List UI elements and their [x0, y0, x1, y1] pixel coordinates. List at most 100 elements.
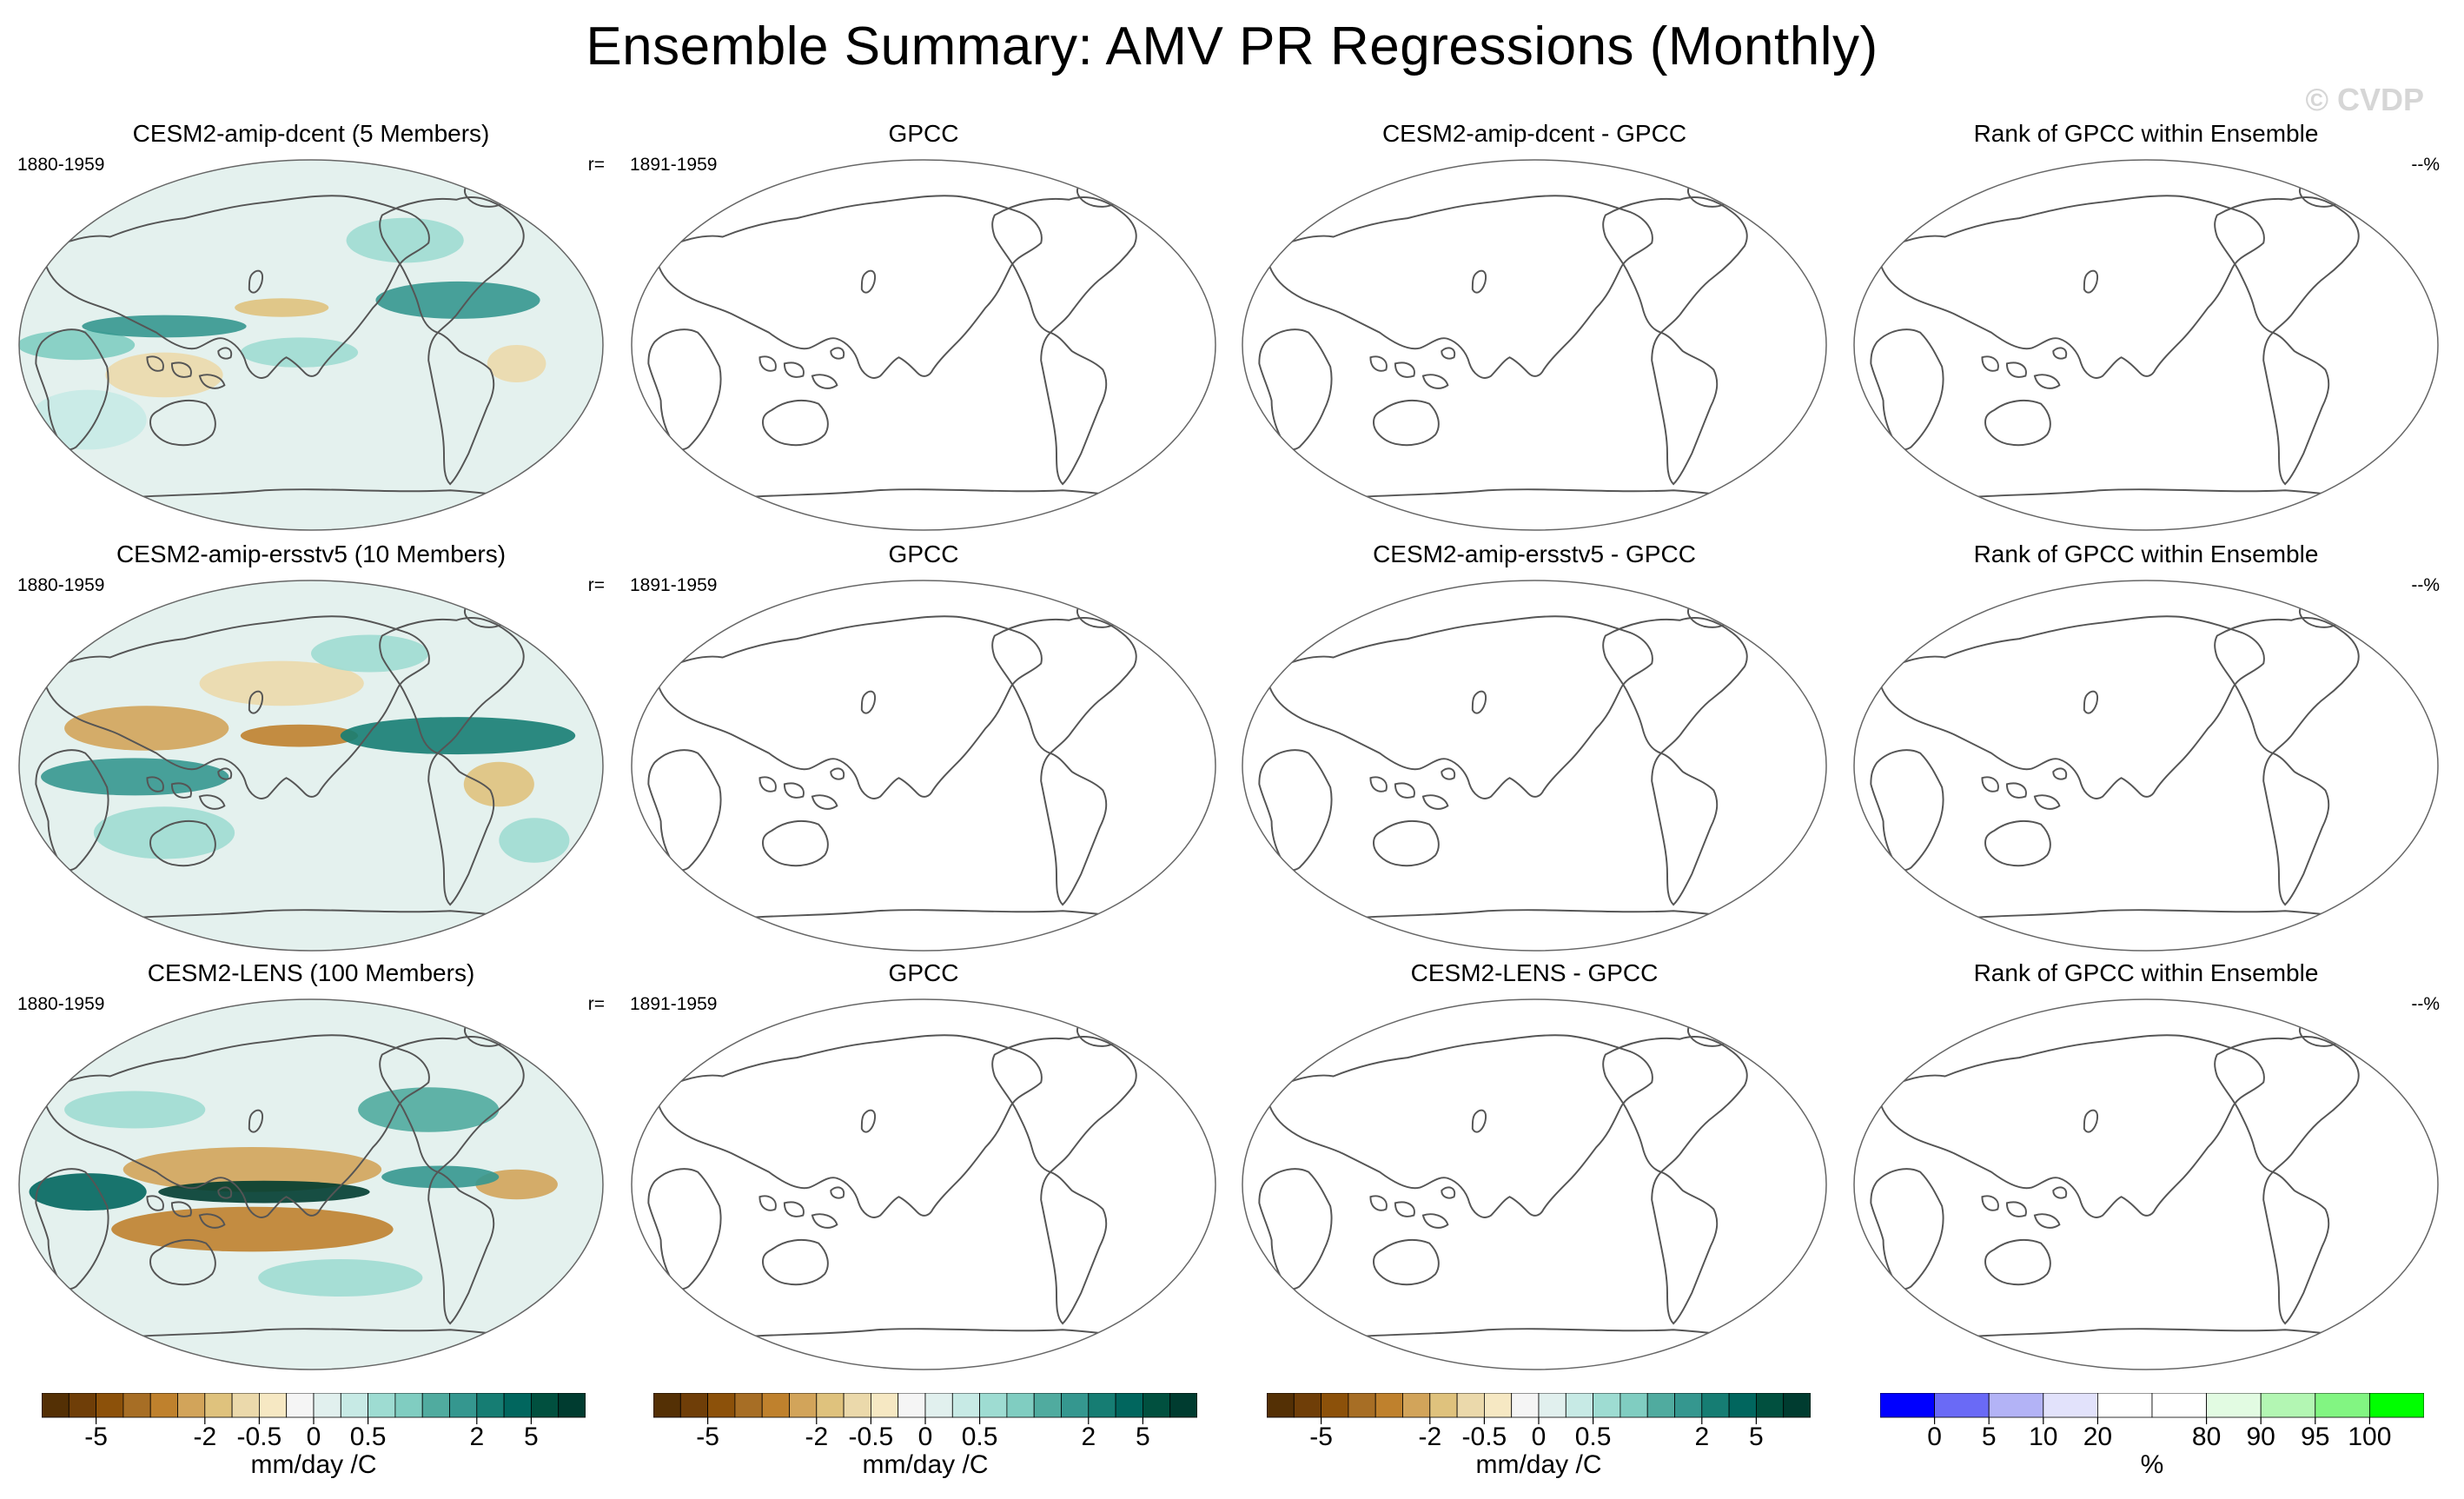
regression-map-filled	[18, 159, 604, 531]
panel-years: 1880-1959	[17, 994, 105, 1014]
precip-anomaly-region	[258, 1259, 423, 1297]
colorbar-tick-label: 5	[1749, 1423, 1764, 1451]
panel-title-model: CESM2-amip-ersstv5 (10 Members)	[116, 541, 507, 567]
colorbar-swatch	[2096, 1393, 2153, 1418]
colorbar-swatch	[1593, 1393, 1621, 1418]
panel-years: 1891-1959	[630, 155, 718, 175]
colorbar-swatch	[707, 1393, 736, 1418]
precip-anomaly-region	[235, 298, 329, 317]
colorbar-swatch	[177, 1393, 206, 1418]
regression-map-empty	[1853, 159, 2439, 531]
colorbar-tick-label: -0.5	[1461, 1423, 1507, 1451]
colorbar-swatch	[653, 1393, 681, 1418]
colorbar-swatch	[1483, 1393, 1513, 1418]
panel-title-diff: CESM2-LENS - GPCC	[1410, 959, 1659, 986]
colorbar-swatch	[1783, 1393, 1811, 1418]
colorbar-swatch	[421, 1393, 450, 1418]
rank-percent: --%	[2411, 575, 2440, 595]
regression-map-empty	[1242, 580, 1827, 952]
rank-percent: --%	[2411, 155, 2440, 175]
colorbar-tick-label: 0	[306, 1423, 321, 1451]
colorbar-swatch	[1619, 1393, 1648, 1418]
colorbar-swatch	[951, 1393, 980, 1418]
colorbar-tick-label: 95	[2301, 1423, 2330, 1451]
panel-title-rank: Rank of GPCC within Ensemble	[1973, 120, 2319, 147]
colorbar-tick-label: 0.5	[349, 1423, 387, 1451]
panel-years: 1891-1959	[630, 994, 718, 1014]
precip-anomaly-region	[358, 1087, 500, 1132]
colorbar-swatch	[924, 1393, 953, 1418]
colorbar-swatch	[503, 1393, 532, 1418]
colorbar-swatch	[1115, 1393, 1143, 1418]
precip-colorbar	[653, 1393, 1197, 1424]
colorbar-swatch	[258, 1393, 288, 1418]
panel-title-obs: GPCC	[888, 959, 959, 986]
regression-map-empty	[631, 159, 1216, 531]
colorbar-swatch	[558, 1393, 586, 1418]
colorbar-swatch	[368, 1393, 396, 1418]
colorbar-tick-label: 5	[524, 1423, 539, 1451]
colorbar-swatch	[1293, 1393, 1321, 1418]
colorbar-swatch	[789, 1393, 818, 1418]
colorbar-swatch	[1374, 1393, 1403, 1418]
regression-map-empty	[1242, 159, 1827, 531]
colorbar-swatch	[42, 1393, 70, 1418]
precip-colorbar	[1267, 1393, 1811, 1424]
colorbar-swatch	[68, 1393, 96, 1418]
colorbar-swatch	[1511, 1393, 1540, 1418]
precip-anomaly-region	[82, 315, 247, 338]
colorbar-tick-label: -5	[696, 1423, 719, 1451]
regression-map-empty	[1242, 998, 1827, 1370]
colorbar-swatch	[394, 1393, 423, 1418]
precip-anomaly-region	[499, 818, 570, 863]
colorbar-swatch	[1728, 1393, 1757, 1418]
colorbar-swatch	[1880, 1393, 1935, 1418]
colorbar-tick-label: 0.5	[1574, 1423, 1612, 1451]
colorbar-tick-label: 0	[1927, 1423, 1942, 1451]
precip-anomaly-region	[64, 1091, 206, 1129]
colorbar-swatch	[531, 1393, 560, 1418]
cvdp-watermark: © CVDP	[2305, 82, 2424, 117]
pattern-correlation: r=	[587, 155, 605, 175]
panel-title-model: CESM2-LENS (100 Members)	[147, 959, 475, 986]
colorbar-swatch	[1321, 1393, 1349, 1418]
panel-title-rank: Rank of GPCC within Ensemble	[1973, 541, 2319, 567]
colorbar-swatch	[1646, 1393, 1675, 1418]
colorbar-tick-label: -2	[1418, 1423, 1442, 1451]
panel-title-obs: GPCC	[888, 541, 959, 567]
colorbar-swatch	[816, 1393, 845, 1418]
colorbar-tick-label: 10	[2029, 1423, 2058, 1451]
colorbar-swatch	[1756, 1393, 1785, 1418]
colorbar-swatch	[1456, 1393, 1485, 1418]
colorbar-swatch	[679, 1393, 708, 1418]
colorbar-units: mm/day /C	[250, 1450, 377, 1479]
precip-anomaly-region	[29, 1173, 147, 1211]
precip-anomaly-region	[487, 345, 546, 382]
colorbar-swatch	[123, 1393, 151, 1418]
colorbar-units: %	[2140, 1450, 2164, 1479]
precip-anomaly-region	[311, 634, 429, 673]
colorbar-tick-label: 0	[917, 1423, 933, 1451]
precip-anomaly-region	[240, 337, 359, 368]
colorbar-swatch	[1061, 1393, 1090, 1418]
precip-anomaly-region	[93, 806, 235, 859]
panel-years: 1880-1959	[17, 155, 105, 175]
panel-years: 1891-1959	[630, 575, 718, 595]
colorbar-swatch	[231, 1393, 260, 1418]
rank-percent: --%	[2411, 994, 2440, 1014]
precip-anomaly-region	[105, 352, 223, 398]
colorbar-tick-label: -5	[84, 1423, 108, 1451]
colorbar-swatch	[1402, 1393, 1431, 1418]
colorbar-tick-label: 90	[2246, 1423, 2275, 1451]
colorbar-swatch	[1267, 1393, 1295, 1418]
colorbar-swatch	[1565, 1393, 1593, 1418]
colorbar-swatch	[979, 1393, 1008, 1418]
colorbar-swatch	[843, 1393, 871, 1418]
colorbar-swatch	[1348, 1393, 1376, 1418]
colorbar-tick-label: -0.5	[848, 1423, 894, 1451]
precip-anomaly-region	[463, 761, 534, 807]
regression-map-empty	[1853, 580, 2439, 952]
colorbar-swatch	[870, 1393, 899, 1418]
colorbar-tick-label: 2	[1081, 1423, 1096, 1451]
pattern-correlation: r=	[587, 575, 605, 595]
